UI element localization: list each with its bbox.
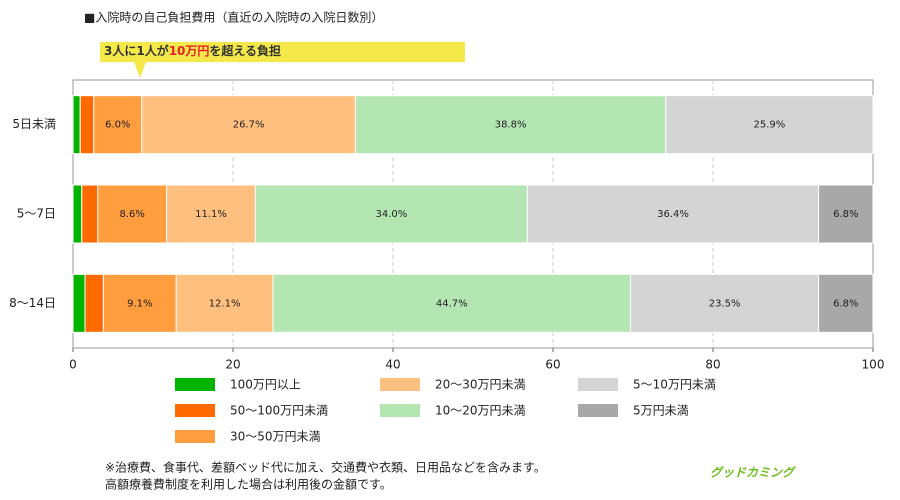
x-tick-label: 40 xyxy=(385,358,400,372)
x-tick-label: 80 xyxy=(705,358,720,372)
chart-title: ■入院時の自己負担費用（直近の入院時の入院日数別） xyxy=(84,10,383,25)
legend-swatch xyxy=(380,404,420,417)
bar-segment xyxy=(166,184,256,244)
bar-segment xyxy=(818,184,874,244)
data-label: 8.6% xyxy=(119,209,144,220)
data-label: 12.1% xyxy=(209,298,241,309)
footnote: ※治療費、食事代、差額ベッド代に加え、交通費や衣類、日用品などを含みます。 xyxy=(105,460,546,475)
annotation-part: 3人に1人が xyxy=(104,43,169,58)
bar-segment xyxy=(84,273,104,333)
bar-segment xyxy=(72,95,81,155)
x-tick-label: 60 xyxy=(545,358,560,372)
bar-segment xyxy=(526,184,820,244)
legend-swatch xyxy=(175,378,215,391)
legend-swatch xyxy=(578,378,618,391)
bar-segment xyxy=(97,184,168,244)
x-tick-label: 20 xyxy=(225,358,240,372)
pointer xyxy=(134,62,146,78)
annotation-part: を超える負担 xyxy=(209,43,281,58)
legend-swatch xyxy=(578,404,618,417)
data-label: 23.5% xyxy=(709,298,741,309)
legend-label: 20〜30万円未満 xyxy=(435,378,526,392)
data-label: 6.0% xyxy=(105,120,130,131)
highlight xyxy=(100,42,465,62)
data-label: 26.7% xyxy=(233,120,265,131)
data-label: 9.1% xyxy=(127,298,152,309)
bar-segment xyxy=(141,95,356,155)
legend-label: 50〜100万円未満 xyxy=(230,404,328,418)
legend-label: 100万円以上 xyxy=(230,378,301,392)
bar-segment xyxy=(175,273,274,333)
bar-segment xyxy=(818,273,874,333)
y-tick-label: 5日未満 xyxy=(12,117,56,131)
legend-swatch xyxy=(175,404,215,417)
y-tick-label: 8〜14日 xyxy=(9,296,56,310)
bar-segment xyxy=(354,95,667,155)
legend-label: 30〜50万円未満 xyxy=(230,430,321,444)
data-label: 6.8% xyxy=(833,209,858,220)
legend-label: 5〜10万円未満 xyxy=(633,378,716,392)
data-label: 11.1% xyxy=(195,209,227,220)
x-tick-label: 100 xyxy=(862,358,885,372)
data-label: 34.0% xyxy=(376,209,408,220)
bar-segment xyxy=(630,273,820,333)
bar-segment xyxy=(79,95,95,155)
bar-segment xyxy=(272,273,632,333)
legend-label: 5万円未満 xyxy=(633,404,689,418)
legend-swatch xyxy=(380,378,420,391)
bar-segment xyxy=(81,184,99,244)
footnote: 高額療養費制度を利用した場合は利用後の金額です。 xyxy=(105,477,392,492)
data-label: 38.8% xyxy=(495,120,527,131)
bar-segment xyxy=(72,184,83,244)
data-label: 44.7% xyxy=(436,298,468,309)
bar-segment xyxy=(102,273,177,333)
bar-segment xyxy=(93,95,143,155)
annotation: 3人に1人が10万円を超える負担 xyxy=(104,43,281,58)
bar-segment xyxy=(665,95,874,155)
data-label: 6.8% xyxy=(833,298,858,309)
bar-segment xyxy=(72,273,86,333)
logo: グッドカミング xyxy=(710,466,796,480)
data-label: 25.9% xyxy=(754,120,786,131)
data-label: 36.4% xyxy=(657,209,689,220)
legend-label: 10〜20万円未満 xyxy=(435,404,526,418)
x-tick-label: 0 xyxy=(69,358,77,372)
y-tick-label: 5〜7日 xyxy=(17,207,56,221)
bar-segment xyxy=(254,184,528,244)
legend-swatch xyxy=(175,430,215,443)
annotation-part: 10万円 xyxy=(169,44,210,58)
